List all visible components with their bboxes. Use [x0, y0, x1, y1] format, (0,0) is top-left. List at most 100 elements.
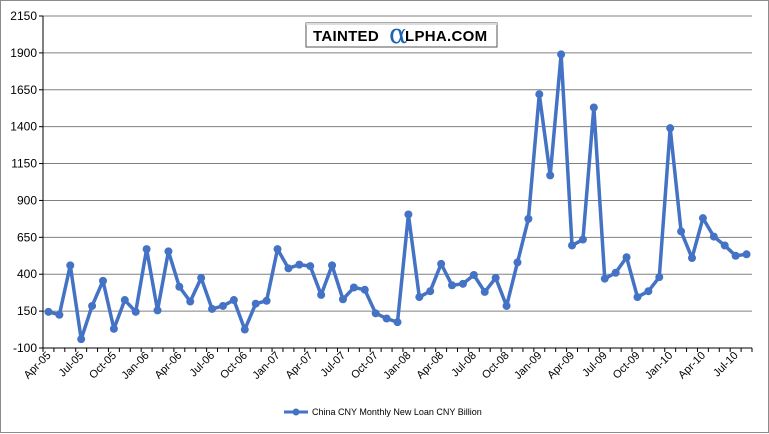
data-point — [720, 241, 729, 250]
y-tick-label: 1900 — [10, 46, 37, 60]
y-tick-label: 900 — [17, 193, 37, 207]
data-point — [131, 307, 140, 316]
x-tick-label: Oct-09 — [611, 350, 643, 382]
data-point — [317, 290, 326, 299]
data-point — [458, 279, 467, 288]
logo-text-1: TAINTED — [313, 28, 379, 45]
data-point — [382, 314, 391, 323]
data-point — [688, 253, 697, 262]
legend-label: China CNY Monthly New Loan CNY Billion — [312, 407, 482, 417]
data-point — [251, 299, 260, 308]
data-point — [535, 90, 544, 99]
data-point — [622, 253, 631, 262]
y-tick-label: 2150 — [10, 9, 37, 23]
x-tick-label: Apr-06 — [153, 350, 185, 382]
logo-text-2: LPHA.COM — [405, 28, 487, 45]
x-tick-label: Jul-10 — [711, 350, 741, 380]
legend: China CNY Monthly New Loan CNY Billion — [284, 407, 482, 417]
data-point — [164, 247, 173, 256]
data-point — [360, 285, 369, 294]
data-point — [677, 227, 686, 236]
data-point — [655, 273, 664, 282]
data-point — [709, 232, 718, 241]
data-point — [295, 260, 304, 269]
data-point — [55, 310, 64, 319]
data-point — [338, 295, 347, 304]
data-point — [666, 124, 675, 133]
data-point — [218, 301, 227, 310]
x-tick-label: Jul-08 — [449, 350, 479, 380]
data-point — [480, 287, 489, 296]
data-point — [426, 287, 435, 296]
x-tick-label: Apr-10 — [676, 350, 708, 382]
data-point — [469, 270, 478, 279]
data-point — [524, 214, 533, 223]
data-point — [371, 309, 380, 318]
data-point — [731, 251, 740, 260]
data-point — [633, 293, 642, 302]
data-point — [120, 296, 129, 305]
gridlines — [43, 15, 752, 312]
series-line — [46, 52, 749, 341]
data-point — [578, 235, 587, 244]
data-point — [557, 50, 566, 59]
data-point — [98, 276, 107, 285]
data-point — [66, 261, 75, 270]
data-point — [404, 210, 413, 219]
data-point — [437, 259, 446, 268]
x-tick-label: Apr-07 — [284, 350, 316, 382]
x-tick-label: Jan-10 — [643, 350, 675, 382]
y-tick-label: 1150 — [11, 157, 37, 171]
legend-marker-swatch — [292, 408, 300, 416]
data-point — [611, 268, 620, 277]
data-point — [44, 307, 53, 316]
data-point — [742, 250, 751, 259]
data-point — [208, 304, 217, 313]
data-point — [186, 297, 195, 306]
x-tick-label: Jul-09 — [580, 350, 610, 380]
data-point — [491, 273, 500, 282]
y-tick-label: 1650 — [10, 83, 37, 97]
x-tick-label: Oct-07 — [349, 350, 381, 382]
x-tick-label: Jul-06 — [188, 350, 218, 380]
data-point — [284, 264, 293, 273]
x-tick-label: Jan-08 — [381, 350, 413, 382]
data-point — [600, 274, 609, 283]
y-tick-label: 400 — [17, 267, 37, 281]
data-point — [415, 293, 424, 302]
data-point — [142, 245, 151, 254]
x-tick-label: Jan-07 — [250, 350, 282, 382]
axes — [39, 15, 753, 352]
data-point — [568, 241, 577, 250]
x-tick-label: Oct-05 — [87, 350, 119, 382]
taintedalpha-logo: TAINTED α LPHA.COM — [305, 19, 498, 50]
data-point — [644, 287, 653, 296]
data-point — [393, 318, 402, 327]
data-point — [306, 262, 315, 271]
data-point — [175, 282, 184, 291]
data-point — [229, 296, 238, 305]
x-tick-label: Apr-09 — [545, 350, 577, 382]
y-tick-label: 150 — [17, 304, 37, 318]
data-point — [109, 324, 118, 333]
data-point — [153, 306, 162, 315]
x-tick-label: Oct-08 — [480, 350, 512, 382]
y-tick-label: 650 — [17, 230, 37, 244]
data-point — [589, 103, 598, 112]
logo-alpha-glyph: α — [389, 19, 407, 50]
y-tick-labels: -100 150 400 650 900 1150 1400 1650 1900 2150 — [10, 9, 37, 355]
x-tick-label: Apr-08 — [414, 350, 446, 382]
y-tick-label: -100 — [13, 341, 37, 355]
data-point — [273, 245, 282, 254]
data-point — [88, 301, 97, 310]
y-tick-label: 1400 — [10, 120, 37, 134]
data-point — [197, 273, 206, 282]
x-tick-label: Jul-05 — [57, 350, 87, 380]
data-point — [349, 283, 358, 292]
data-point — [328, 261, 337, 270]
x-tick-label: Jan-09 — [512, 350, 544, 382]
data-point — [513, 258, 522, 267]
data-point — [502, 301, 511, 310]
